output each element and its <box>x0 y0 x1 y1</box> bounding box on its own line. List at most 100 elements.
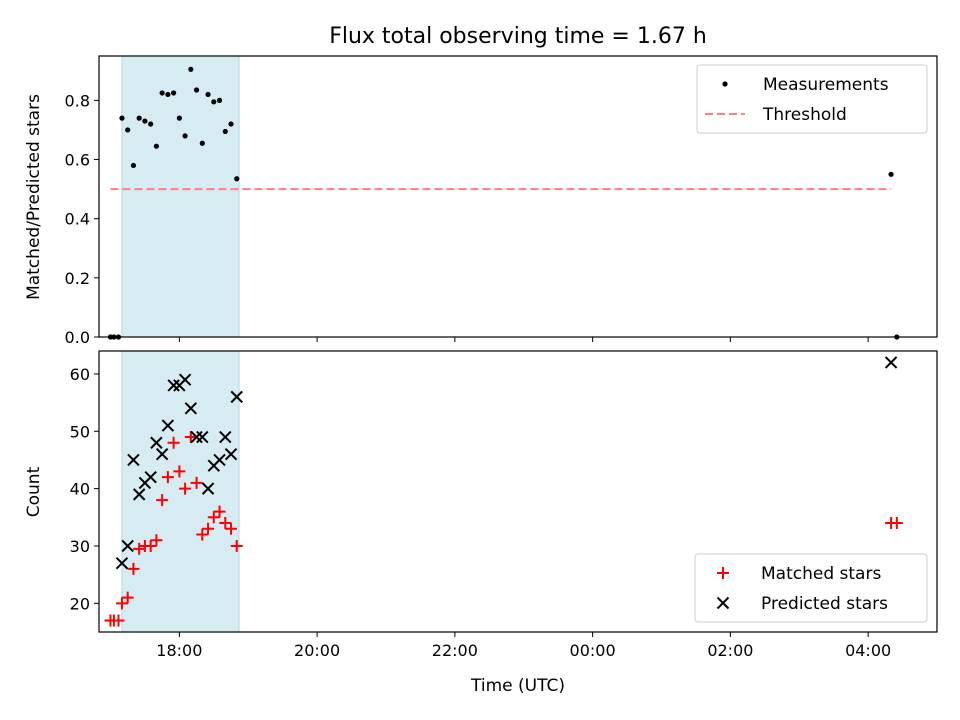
y-tick-label: 0.2 <box>65 269 90 288</box>
matched-stars-point <box>127 562 140 575</box>
measurement-point <box>234 176 240 182</box>
matched-stars-point <box>207 511 220 524</box>
measurement-point <box>211 99 217 105</box>
predicted-stars-point <box>178 373 192 386</box>
y-tick-label: 40 <box>70 480 90 499</box>
y-tick-label: 0.4 <box>65 210 90 229</box>
legend: Matched stars Predicted stars <box>694 553 928 623</box>
y-tick-label: 0.6 <box>65 151 90 170</box>
matched-stars-point <box>196 528 209 541</box>
predicted-stars-point <box>190 430 203 444</box>
matched-stars-point <box>184 431 197 444</box>
predicted-stars-point <box>150 436 163 449</box>
measurement-point <box>142 118 148 124</box>
predicted-stars-point <box>115 556 129 570</box>
y-tick-label: 30 <box>70 537 90 556</box>
predicted-stars-point <box>224 448 238 461</box>
matched-stars-point <box>213 505 226 518</box>
y-tick-label: 0.0 <box>65 328 90 347</box>
x-tick-label: 22:00 <box>432 641 478 660</box>
measurement-point <box>216 97 223 103</box>
matched-stars-point <box>173 465 186 478</box>
measurement-point <box>193 87 200 93</box>
plot-frame <box>98 350 938 633</box>
matched-stars-point <box>219 517 232 530</box>
predicted-stars-point <box>144 470 157 484</box>
legend-label: Matched stars <box>761 564 881 584</box>
measurement-point <box>130 162 137 169</box>
predicted-stars-point <box>167 379 180 392</box>
predicted-stars-point <box>155 448 169 461</box>
legend-label: Predicted stars <box>761 594 888 614</box>
legend-box <box>694 553 928 623</box>
x-axis-label: Time (UTC) <box>470 676 565 696</box>
measurement-point <box>153 143 159 149</box>
bottom-panel-counts: 20 30 40 50 60 18:00 20:00 22:00 00:00 02:00 04:00… <box>70 350 938 660</box>
top-y-axis-label: Matched/Predicted stars <box>24 94 44 300</box>
measurement-point <box>119 115 125 121</box>
x-tick-label: 18:00 <box>156 641 202 660</box>
legend-predicted-marker <box>716 596 730 610</box>
matched-stars-point <box>156 494 169 507</box>
measurement-point <box>165 91 171 98</box>
x-tick-label: 20:00 <box>294 641 340 660</box>
x-tick-label: 02:00 <box>707 641 753 660</box>
legend-matched-marker <box>717 567 729 579</box>
measurement-point <box>125 127 131 133</box>
plot-frame <box>98 55 938 338</box>
measurement-point <box>136 115 142 121</box>
top-panel-ratio: 0.0 0.2 0.4 0.6 0.8 Measurements Threshold <box>65 55 938 347</box>
measurement-point <box>159 90 165 96</box>
predicted-stars-point <box>161 419 175 432</box>
predicted-stars-point <box>213 453 226 467</box>
y-tick-label: 60 <box>70 365 90 384</box>
x-tick-label: 00:00 <box>570 641 616 660</box>
y-tick-label: 50 <box>70 422 90 441</box>
matched-stars-point <box>121 591 134 604</box>
predicted-stars-point <box>201 482 215 495</box>
y-tick-label: 0.8 <box>65 91 90 110</box>
legend-label: Measurements <box>763 75 889 95</box>
predicted-stars-point <box>230 390 243 404</box>
legend-measurement-marker <box>722 81 728 87</box>
measurement-point <box>171 90 177 96</box>
predicted-stars-point <box>884 356 898 369</box>
matched-stars-point <box>202 522 215 535</box>
matched-stars-point <box>161 471 174 484</box>
y-tick-label: 20 <box>70 594 90 613</box>
matched-stars-point <box>890 517 903 530</box>
legend-label: Threshold <box>762 105 847 125</box>
measurement-point <box>205 91 211 98</box>
measurement-point <box>199 140 205 146</box>
matched-stars-point <box>179 482 192 495</box>
measurement-point <box>888 171 894 177</box>
highlight-span <box>121 55 240 338</box>
bottom-y-axis-label: Count <box>24 466 44 517</box>
measurement-point <box>222 128 228 135</box>
matched-stars-point <box>112 614 125 627</box>
predicted-stars-point <box>127 453 140 467</box>
predicted-stars-point <box>132 488 146 501</box>
matched-stars-point <box>190 476 203 489</box>
measurement-point <box>148 121 154 127</box>
measurement-point <box>176 115 182 121</box>
predicted-stars-point <box>196 430 209 444</box>
matched-stars-point <box>115 597 128 610</box>
predicted-stars-point <box>121 539 134 553</box>
matched-stars-point <box>167 436 180 449</box>
measurement-point <box>188 66 194 72</box>
matched-stars-point <box>144 539 157 552</box>
highlight-span <box>121 350 240 633</box>
measurement-point <box>228 121 234 127</box>
matched-stars-point <box>225 522 238 535</box>
chart-title: Flux total observing time = 1.67 h <box>329 24 707 49</box>
matched-stars-point <box>150 534 163 547</box>
predicted-stars-point <box>184 402 198 415</box>
x-tick-label: 04:00 <box>845 641 891 660</box>
matched-stars-point <box>230 539 243 552</box>
measurement-point <box>182 133 188 139</box>
legend: Measurements Threshold <box>696 64 928 134</box>
legend-box <box>696 64 928 134</box>
matched-stars-point <box>133 542 146 555</box>
